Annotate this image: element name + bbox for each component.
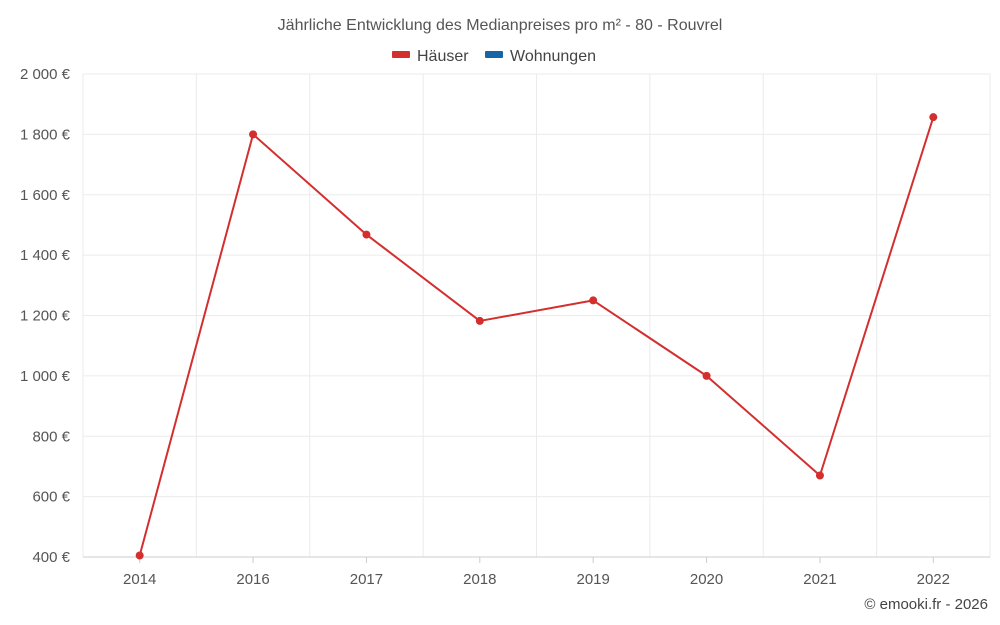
data-point[interactable] [249, 130, 258, 139]
legend-label-wohnungen: Wohnungen [510, 48, 596, 65]
data-point[interactable] [815, 471, 824, 480]
data-point[interactable] [589, 296, 598, 305]
legend: Häuser Wohnungen [392, 48, 596, 65]
y-tick-label: 2 000 € [20, 66, 71, 83]
legend-item-wohnungen[interactable]: Wohnungen [485, 48, 596, 65]
data-point[interactable] [135, 551, 144, 560]
series-line [138, 116, 935, 556]
series-haeuser [135, 113, 938, 560]
y-tick-label: 1 000 € [20, 368, 71, 385]
y-tick-label: 1 400 € [20, 247, 71, 264]
y-tick-label: 800 € [32, 428, 70, 445]
y-tick-label: 1 600 € [20, 187, 71, 204]
data-point[interactable] [475, 316, 484, 325]
data-point[interactable] [929, 113, 938, 122]
y-tick-label: 1 200 € [20, 308, 71, 325]
legend-item-haeuser[interactable]: Häuser [392, 48, 469, 65]
x-tick-label: 2014 [123, 571, 156, 588]
legend-label-haeuser: Häuser [417, 48, 469, 65]
grid [82, 73, 991, 557]
legend-swatch-wohnungen [485, 51, 503, 58]
x-tick-label: 2022 [917, 571, 950, 588]
x-tick-label: 2021 [803, 571, 836, 588]
credit: © emooki.fr - 2026 [864, 596, 988, 613]
x-tick-label: 2019 [577, 571, 610, 588]
y-tick-label: 600 € [32, 489, 70, 506]
data-point[interactable] [362, 230, 371, 239]
x-tick-label: 2018 [463, 571, 496, 588]
y-tick-label: 400 € [32, 549, 70, 566]
data-point[interactable] [702, 371, 711, 380]
legend-swatch-haeuser [392, 51, 410, 58]
x-tick-label: 2017 [350, 571, 383, 588]
chart-title: Jährliche Entwicklung des Medianpreises … [278, 17, 723, 34]
axes: 400 € 600 € 800 € 1 000 € 1 200 € 1 400 € 1 60… [20, 66, 990, 588]
y-tick-label: 1 800 € [20, 126, 71, 143]
x-tick-label: 2016 [236, 571, 269, 588]
x-tick-label: 2020 [690, 571, 723, 588]
